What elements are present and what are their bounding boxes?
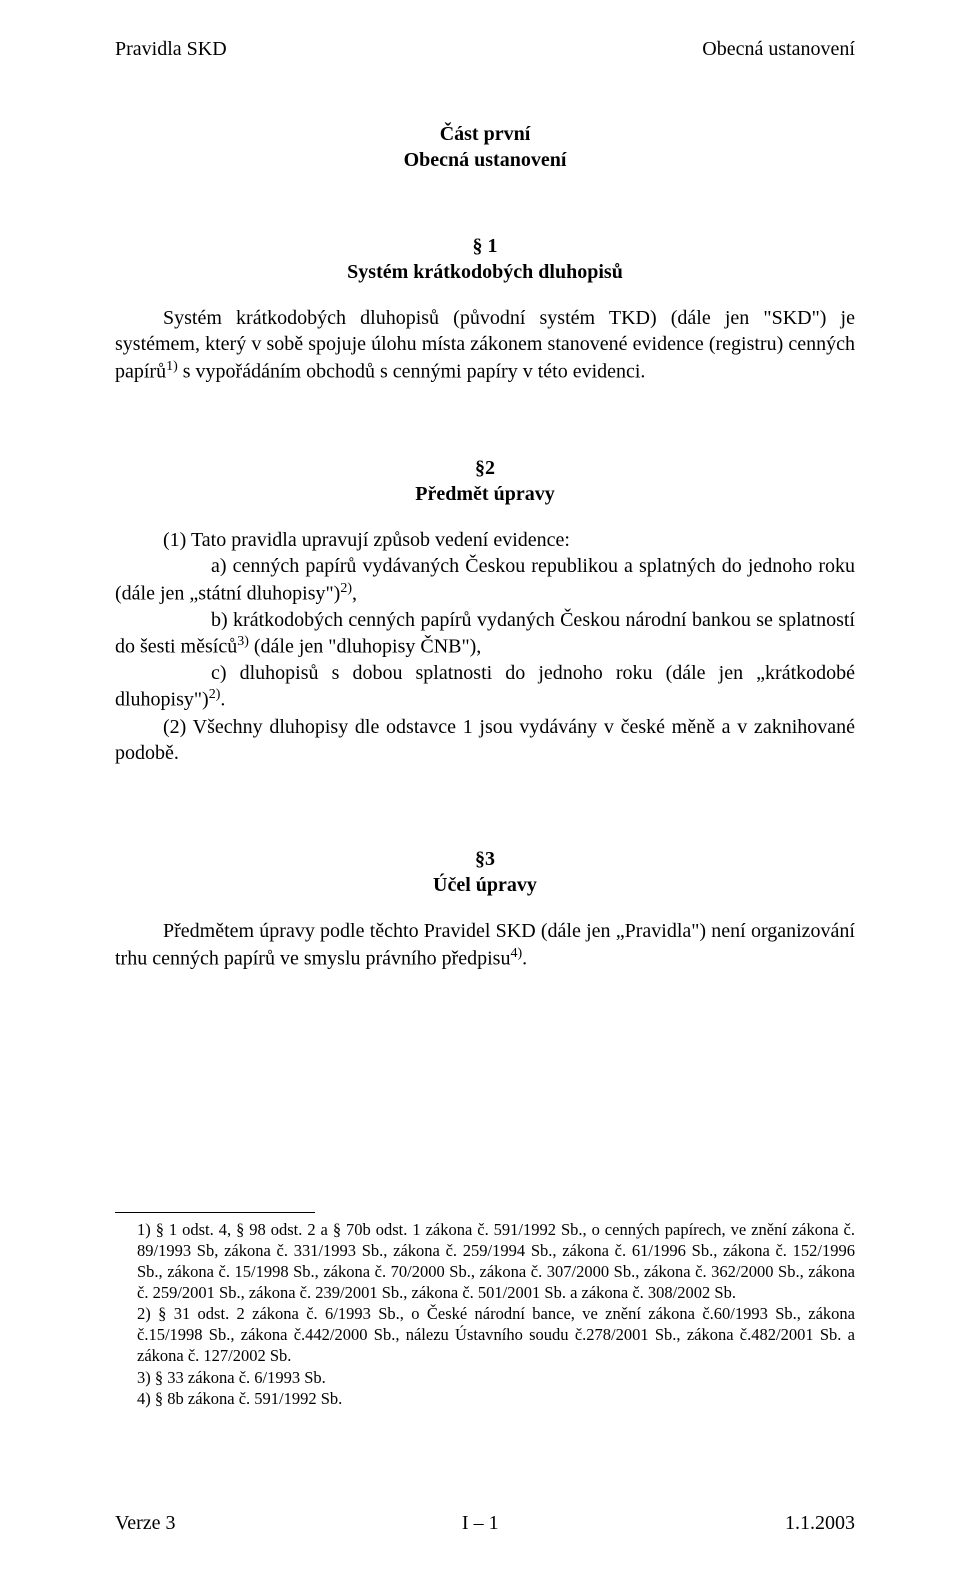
footnote-ref-2a: 2) — [340, 581, 352, 596]
footnote-1: 1) § 1 odst. 4, § 98 odst. 2 a § 70b ods… — [115, 1219, 855, 1303]
header-right: Obecná ustanovení — [702, 38, 855, 61]
footnote-ref-2c: 2) — [209, 687, 221, 702]
section-3-num: §3 — [115, 846, 855, 872]
section-3-paragraph: Předmětem úpravy podle těchto Pravidel S… — [115, 918, 855, 971]
section-1-num: § 1 — [115, 233, 855, 259]
section-2-item-a: a) cenných papírů vydávaných Českou repu… — [115, 553, 855, 606]
section-1-title: Systém krátkodobých dluhopisů — [115, 259, 855, 285]
footer-right: 1.1.2003 — [785, 1512, 855, 1535]
footnote-rule — [115, 1212, 315, 1213]
section-2-c-tail: . — [220, 689, 225, 711]
footnote-ref-1: 1) — [166, 359, 178, 374]
section-3-title: Účel úpravy — [115, 872, 855, 898]
part-line2: Obecná ustanovení — [115, 147, 855, 173]
section-2-p2: (2) Všechny dluhopisy dle odstavce 1 jso… — [115, 714, 855, 767]
part-title: Část první Obecná ustanovení — [115, 121, 855, 173]
section-2-num: §2 — [115, 455, 855, 481]
section-3-tail: . — [522, 947, 527, 969]
footer-center: I – 1 — [462, 1512, 499, 1535]
section-2-item-b: b) krátkodobých cenných papírů vydaných … — [115, 607, 855, 660]
section-2-item-c: c) dluhopisů s dobou splatnosti do jedno… — [115, 660, 855, 713]
footnote-ref-3: 3) — [237, 634, 249, 649]
section-1: § 1 Systém krátkodobých dluhopisů Systém… — [115, 233, 855, 385]
footnote-3: 3) § 33 zákona č. 6/1993 Sb. — [115, 1367, 855, 1388]
section-1-paragraph: Systém krátkodobých dluhopisů (původní s… — [115, 305, 855, 385]
section-2-title: Předmět úpravy — [115, 481, 855, 507]
page-footer: Verze 3 I – 1 1.1.2003 — [115, 1512, 855, 1535]
section-2-b-text: b) krátkodobých cenných papírů vydaných … — [115, 609, 855, 658]
section-2-c-text: c) dluhopisů s dobou splatnosti do jedno… — [115, 662, 855, 711]
section-2-a-tail: , — [352, 582, 357, 604]
section-2: §2 Předmět úpravy (1) Tato pravidla upra… — [115, 455, 855, 766]
footnote-4: 4) § 8b zákona č. 591/1992 Sb. — [115, 1388, 855, 1409]
section-2-a-text: a) cenných papírů vydávaných Českou repu… — [115, 555, 855, 604]
section-3: §3 Účel úpravy Předmětem úpravy podle tě… — [115, 846, 855, 971]
footer-left: Verze 3 — [115, 1512, 176, 1535]
section-2-lead: (1) Tato pravidla upravují způsob vedení… — [115, 527, 855, 553]
section-3-text: Předmětem úpravy podle těchto Pravidel S… — [115, 920, 855, 969]
footnote-2: 2) § 31 odst. 2 zákona č. 6/1993 Sb., o … — [115, 1303, 855, 1366]
section-2-b-tail: (dále jen "dluhopisy ČNB"), — [249, 636, 481, 658]
section-1-tail: s vypořádáním obchodů s cennými papíry v… — [178, 360, 646, 382]
footnote-ref-4: 4) — [510, 946, 522, 961]
part-line1: Část první — [115, 121, 855, 147]
header-left: Pravidla SKD — [115, 38, 227, 61]
